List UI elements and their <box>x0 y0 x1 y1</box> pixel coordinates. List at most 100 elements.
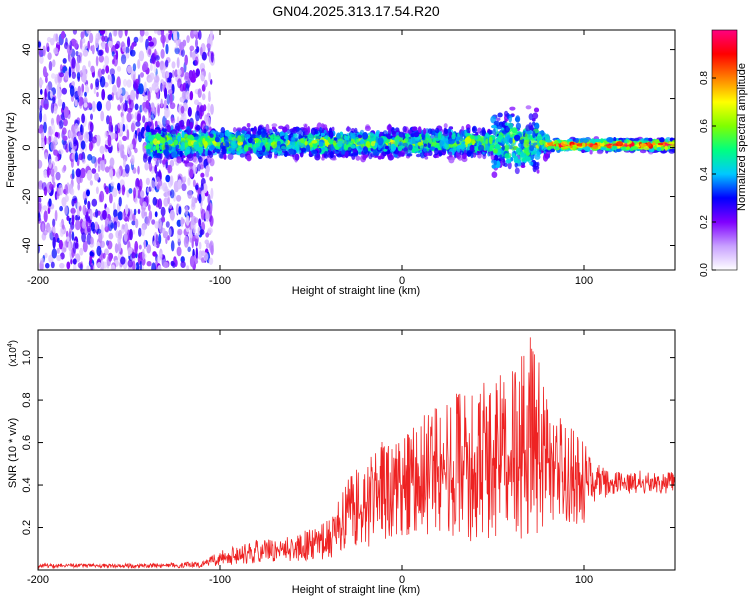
spectrogram-cells <box>38 30 675 270</box>
spectrogram-cell <box>50 261 55 269</box>
spectrogram-cell <box>195 184 199 191</box>
spectrogram-cell <box>183 175 187 181</box>
spectrogram-cell <box>160 82 163 93</box>
spectrogram-cell <box>171 129 177 135</box>
spectrogram-cell <box>154 179 158 187</box>
spectrogram-cell <box>491 171 498 178</box>
spectrogram-cell <box>294 137 298 142</box>
spectrogram-cell <box>54 73 59 85</box>
spectrogram-cell <box>130 49 136 57</box>
spectrogram-cell <box>158 233 162 245</box>
spectrogram-cell <box>208 127 212 131</box>
spectrogram-cell <box>154 84 159 93</box>
spectrogram-cell <box>213 148 221 153</box>
spectrogram-cell <box>134 147 138 154</box>
spectrogram-cell <box>336 153 342 158</box>
spectrogram-cell <box>176 57 180 69</box>
spectrogram-cell <box>50 141 56 152</box>
spectrogram-cell <box>195 110 200 122</box>
spectrogram-cell <box>196 46 200 53</box>
spectrogram-cell <box>521 162 526 166</box>
spectrogram-cell <box>664 145 668 151</box>
spectrogram-cell <box>146 149 151 157</box>
spectrogram-cell <box>59 120 64 129</box>
spectrogram-cell <box>413 132 420 138</box>
spectrogram-cell <box>165 59 169 68</box>
spectrogram-cell <box>282 126 288 133</box>
spectrogram-cell <box>246 127 252 135</box>
spectrogram-cell <box>193 152 197 157</box>
spectrogram-cell <box>124 222 129 234</box>
spectrogram-cell <box>471 125 478 134</box>
spectrogram-cell <box>177 173 183 180</box>
spectrogram-cell <box>365 141 371 148</box>
spectrogram-cell <box>386 133 391 140</box>
spectrogram-cell <box>66 215 70 221</box>
spectrogram-cell <box>207 227 213 234</box>
spectrogram-cell <box>525 105 532 110</box>
spectrogram-cell <box>79 205 82 212</box>
spectrogram-cell <box>61 87 67 95</box>
spectrogram-cell <box>404 146 409 154</box>
spectrogram-cell <box>529 145 534 152</box>
spectrogram-cell <box>200 183 204 192</box>
spectrogram-cell <box>77 76 80 82</box>
spectrogram-cell <box>84 91 87 97</box>
spectrogram-frame <box>37 29 676 271</box>
colorbar-tick-label: 0.6 <box>699 119 710 133</box>
spectrogram-cell <box>442 143 449 150</box>
spectrogram-cell <box>553 140 559 145</box>
spectrogram-cell <box>146 144 152 150</box>
spectrogram-cell <box>45 85 49 93</box>
spectrogram-cell <box>209 133 214 138</box>
spectrogram-cell <box>101 43 106 50</box>
spectrogram-cell <box>59 72 65 78</box>
spectrogram-cell <box>265 123 270 132</box>
spectrogram-cell <box>167 235 170 241</box>
spectrogram-cell <box>38 243 41 254</box>
spectrogram-cell <box>177 135 182 142</box>
spectrogram-cell <box>85 216 90 222</box>
spectrogram-cell <box>330 143 334 152</box>
spectrogram-cell <box>653 147 658 150</box>
spectrogram-cell <box>515 147 521 153</box>
spectrogram-cell <box>66 236 70 242</box>
spectrogram-cell <box>464 149 467 155</box>
spectrogram-cell <box>160 48 165 59</box>
spectrogram-cell <box>164 107 169 119</box>
snr-multiplier-close: ) <box>8 340 19 343</box>
spectrogram-cell <box>661 146 665 151</box>
spectrogram-cell <box>38 41 41 48</box>
spectrogram-cell <box>109 168 114 178</box>
spectrogram-cell <box>192 227 197 234</box>
spectrogram-cell <box>116 76 121 89</box>
spectrogram-cell <box>164 87 168 100</box>
spectrogram-cell <box>600 138 604 144</box>
spectrogram-cell <box>148 106 152 118</box>
spectrogram-cell <box>117 235 121 245</box>
spectrogram-cell <box>142 61 149 71</box>
spectrogram-cell <box>185 146 191 154</box>
spectrogram-cell <box>152 153 158 159</box>
spectrogram-cell <box>367 132 374 136</box>
spectrogram-cell <box>107 40 112 47</box>
spectrogram-y-tick-label: -20 <box>21 189 33 205</box>
spectrogram-cell <box>42 66 47 78</box>
spectrogram-cell <box>250 134 257 139</box>
spectrogram-cell <box>180 48 185 58</box>
spectrogram-cell <box>72 195 77 201</box>
spectrogram-cell <box>525 147 530 156</box>
spectrogram-cell <box>116 65 122 72</box>
spectrogram-cell <box>311 140 318 144</box>
spectrogram-cell <box>285 140 289 145</box>
spectrogram-cell <box>91 44 95 55</box>
spectrogram-cell <box>184 72 190 80</box>
spectrogram-cell <box>103 35 109 43</box>
spectrogram-cell <box>69 40 72 51</box>
spectrogram-cell <box>46 166 50 178</box>
spectrogram-cell <box>167 139 173 145</box>
spectrogram-cell <box>485 138 489 145</box>
spectrogram-cell <box>58 184 64 196</box>
spectrogram-cell <box>152 251 157 257</box>
